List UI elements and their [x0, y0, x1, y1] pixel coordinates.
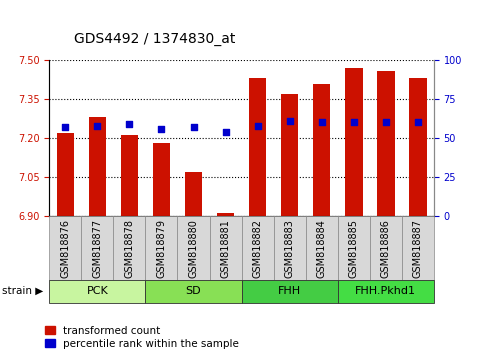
Bar [338, 216, 370, 280]
Bar [249, 78, 266, 216]
Bar [185, 172, 202, 216]
Text: GSM818881: GSM818881 [220, 219, 231, 278]
Point [414, 120, 422, 125]
Text: GSM818882: GSM818882 [252, 219, 263, 278]
Bar [242, 216, 274, 280]
Bar [345, 68, 362, 216]
Text: PCK: PCK [86, 286, 108, 296]
Text: GSM818876: GSM818876 [60, 219, 70, 278]
Bar [145, 280, 242, 303]
Point [189, 124, 197, 130]
Bar [313, 84, 330, 216]
Bar [210, 216, 242, 280]
Text: GSM818877: GSM818877 [92, 219, 103, 278]
Bar [177, 216, 210, 280]
Point [286, 118, 294, 124]
Bar [281, 94, 298, 216]
Bar [145, 216, 177, 280]
Text: GSM818884: GSM818884 [317, 219, 327, 278]
Text: SD: SD [186, 286, 201, 296]
Bar [113, 216, 145, 280]
Bar [81, 216, 113, 280]
Point [221, 129, 229, 135]
Bar [49, 216, 81, 280]
Text: strain ▶: strain ▶ [2, 286, 44, 296]
Bar [338, 280, 434, 303]
Point [350, 120, 357, 125]
Bar [121, 136, 138, 216]
Text: GSM818887: GSM818887 [413, 219, 423, 278]
Point [317, 120, 325, 125]
Bar [402, 216, 434, 280]
Text: GSM818880: GSM818880 [188, 219, 199, 278]
Text: GSM818879: GSM818879 [156, 219, 167, 278]
Bar [306, 216, 338, 280]
Text: FHH: FHH [278, 286, 301, 296]
Point [61, 124, 69, 130]
Bar [274, 216, 306, 280]
Bar [57, 133, 74, 216]
Point [382, 120, 389, 125]
Bar [370, 216, 402, 280]
Point [157, 126, 165, 132]
Text: GSM818878: GSM818878 [124, 219, 135, 278]
Bar [89, 117, 106, 216]
Bar [217, 213, 234, 216]
Point [125, 121, 133, 127]
Text: FHH.Pkhd1: FHH.Pkhd1 [355, 286, 416, 296]
Text: GDS4492 / 1374830_at: GDS4492 / 1374830_at [74, 32, 235, 46]
Point [253, 123, 261, 129]
Bar [409, 78, 426, 216]
Text: GSM818883: GSM818883 [284, 219, 295, 278]
Legend: transformed count, percentile rank within the sample: transformed count, percentile rank withi… [45, 326, 239, 349]
Text: GSM818886: GSM818886 [381, 219, 391, 278]
Bar [49, 280, 145, 303]
Bar [377, 70, 394, 216]
Bar [242, 280, 338, 303]
Point [94, 123, 102, 129]
Text: GSM818885: GSM818885 [349, 219, 359, 278]
Bar [153, 143, 170, 216]
